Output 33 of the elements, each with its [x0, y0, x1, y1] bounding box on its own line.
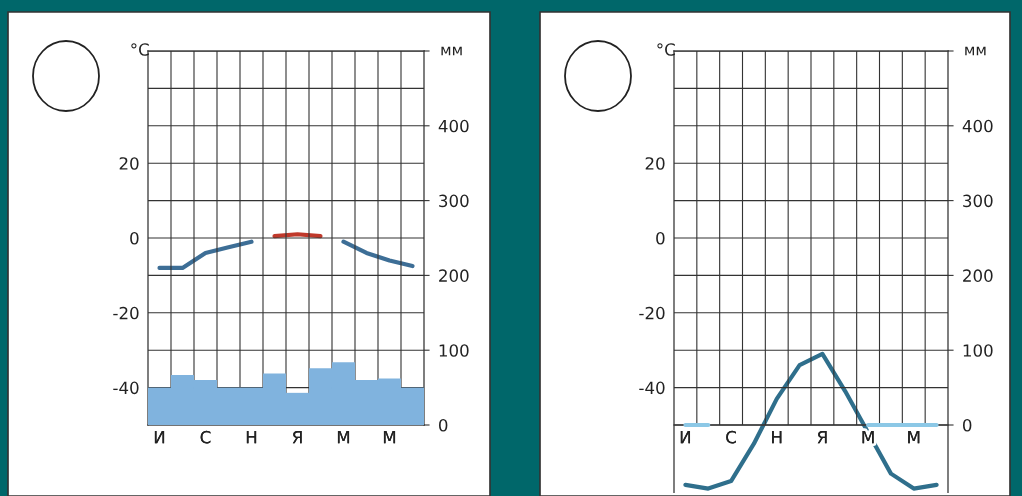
y-tick-label: -20 — [113, 306, 139, 320]
x-tick-label: Н — [246, 431, 257, 444]
x-tick-label: Я — [292, 431, 302, 444]
y2-axis-title: мм — [441, 46, 462, 56]
y2-tick-label: 400 — [438, 119, 469, 133]
y2-tick-label: 200 — [439, 269, 469, 282]
y2-tick-label: 200 — [963, 269, 993, 282]
y2-tick-label: 400 — [962, 119, 993, 133]
y2-tick-label: 300 — [963, 194, 993, 208]
y2-tick-label: 0 — [438, 418, 448, 432]
y-tick-label: -20 — [639, 306, 665, 320]
y2-tick-label: 100 — [439, 344, 469, 357]
x-tick-label: Я — [817, 431, 827, 444]
y-axis-title: °C — [131, 43, 149, 56]
y-tick-label: 0 — [130, 231, 139, 245]
x-tick-label: М — [383, 431, 396, 444]
x-tick-label: И — [154, 431, 165, 444]
y-tick-label: -40 — [639, 381, 665, 395]
y-tick-label: 20 — [645, 157, 665, 170]
x-tick-label: И — [680, 431, 691, 444]
x-tick-label: С — [726, 430, 736, 444]
y-tick-label: 20 — [119, 157, 139, 170]
x-tick-label: М — [908, 431, 920, 444]
y-axis-title: °C — [657, 43, 675, 56]
x-tick-label: Н — [772, 431, 782, 444]
y2-axis-title: мм — [965, 46, 986, 56]
y-tick-label: -40 — [113, 381, 139, 395]
y2-tick-label: 300 — [439, 194, 469, 208]
x-tick-label: С — [200, 430, 211, 444]
y2-tick-label: 0 — [962, 418, 972, 432]
x-tick-label: М — [337, 431, 350, 444]
y2-tick-label: 100 — [963, 344, 993, 357]
y-tick-label: 0 — [656, 231, 665, 245]
